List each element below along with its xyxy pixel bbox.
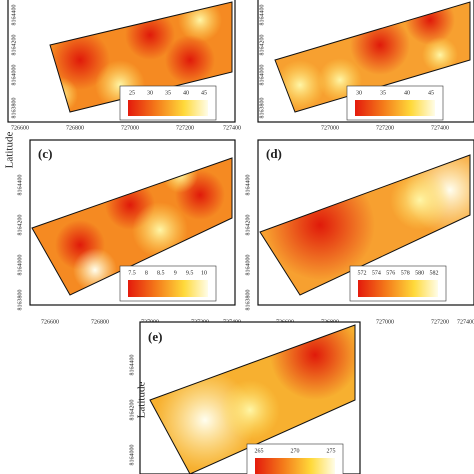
y-tick-label: 8164400 <box>245 175 251 196</box>
y-tick-label: 8164400 <box>129 355 135 376</box>
field-outline <box>31 157 233 296</box>
y-tick-label: 8164000 <box>259 65 265 86</box>
colorbar-tick-label: 576 <box>386 270 395 276</box>
colorbar <box>358 280 438 297</box>
colorbar-tick-label: 10 <box>201 270 207 276</box>
x-tick-label: 727400 <box>457 319 474 325</box>
colorbar-tick-label: 578 <box>401 270 410 276</box>
colorbar-tick-label: 265 <box>255 448 264 454</box>
y-tick-label: 8164400 <box>17 175 23 196</box>
y-tick-label: 8164200 <box>129 400 135 421</box>
colorbar-tick-label: 45 <box>428 90 434 96</box>
colorbar-tick-label: 30 <box>147 90 153 96</box>
y-tick-label: 8163800 <box>11 98 17 119</box>
x-tick-label: 727000 <box>121 125 139 131</box>
heat-blob <box>220 380 280 440</box>
y-tick-label: 8164200 <box>259 35 265 56</box>
x-tick-label: 727200 <box>376 125 394 131</box>
colorbar <box>255 458 335 474</box>
colorbar-tick-label: 9.5 <box>186 270 194 276</box>
x-tick-label: 727400 <box>223 125 241 131</box>
colorbar-tick-label: 45 <box>201 90 207 96</box>
heat-blob <box>165 35 215 85</box>
colorbar-tick-label: 270 <box>291 448 300 454</box>
y-tick-label: 8163800 <box>245 290 251 311</box>
heat-blob <box>390 170 450 230</box>
x-tick-label: 727400 <box>431 125 449 131</box>
colorbar-tick-label: 8 <box>145 270 148 276</box>
colorbar-tick-label: 35 <box>165 90 171 96</box>
map-panel: (d)7266007268007270007272007274008164400… <box>245 139 474 325</box>
field-outline <box>49 1 233 113</box>
heat-blob <box>132 202 188 258</box>
colorbar-tick-label: 40 <box>404 90 410 96</box>
colorbar-tick-label: 275 <box>327 448 336 454</box>
axis-label: Latitude <box>4 132 16 169</box>
y-tick-label: 8164000 <box>245 255 251 276</box>
colorbar-tick-label: 35 <box>380 90 386 96</box>
y-tick-label: 8164000 <box>11 65 17 86</box>
x-tick-label: 726800 <box>66 125 84 131</box>
colorbar-tick-label: 25 <box>129 90 135 96</box>
colorbar-tick-label: 9 <box>174 270 177 276</box>
y-tick-label: 8164000 <box>17 255 23 276</box>
x-tick-label: 726600 <box>41 319 59 325</box>
y-tick-label: 8164200 <box>245 215 251 236</box>
x-tick-label: 727000 <box>376 319 394 325</box>
map-panel: 726600 726800 727000 727200 727400 8164400 816… <box>7 0 241 131</box>
colorbar-tick-label: 574 <box>372 270 381 276</box>
field-outline <box>259 154 471 296</box>
field-outline <box>149 324 356 474</box>
axis-label: Latitude <box>136 382 148 419</box>
colorbar <box>355 100 435 116</box>
map-panel: (c)7266007268007270007272007274008164400… <box>17 139 241 325</box>
y-tick-label: 8164200 <box>17 215 23 236</box>
panel-label: (e) <box>148 329 162 344</box>
colorbar <box>128 100 208 116</box>
panel-label: (c) <box>38 146 52 161</box>
y-tick-label: 8163800 <box>17 290 23 311</box>
x-tick-label: 726600 <box>11 125 29 131</box>
y-tick-label: 8164000 <box>129 445 135 466</box>
x-tick-label: 727200 <box>176 125 194 131</box>
panel-label: (d) <box>266 146 282 161</box>
y-tick-label: 8164400 <box>11 5 17 26</box>
colorbar <box>128 280 208 297</box>
y-tick-label: 8164200 <box>11 35 17 56</box>
colorbar-tick-label: 7.5 <box>128 270 136 276</box>
x-tick-label: 727200 <box>431 319 449 325</box>
field-outline <box>274 1 471 113</box>
colorbar-tick-label: 40 <box>183 90 189 96</box>
y-tick-label: 8163800 <box>259 98 265 119</box>
colorbar-tick-label: 8.5 <box>157 270 165 276</box>
heat-blob <box>422 37 458 73</box>
heat-blob <box>50 30 110 90</box>
colorbar-tick-label: 582 <box>430 270 439 276</box>
x-tick-label: 726800 <box>91 319 109 325</box>
colorbar-tick-label: 30 <box>356 90 362 96</box>
colorbar-tick-label: 580 <box>415 270 424 276</box>
map-panel: 727000 727200 727400 8164400 8164200 8164000 8… <box>257 0 474 131</box>
y-tick-label: 8164400 <box>259 5 265 26</box>
colorbar-tick-label: 572 <box>358 270 367 276</box>
x-tick-label: 727000 <box>321 125 339 131</box>
